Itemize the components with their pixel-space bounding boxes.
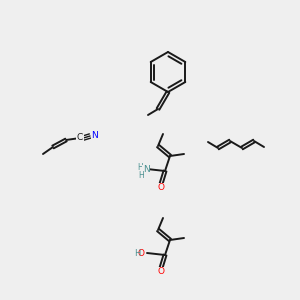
Text: O: O xyxy=(138,248,145,257)
Text: C: C xyxy=(77,134,83,142)
Text: N: N xyxy=(92,131,98,140)
Text: N: N xyxy=(142,166,149,175)
Text: H: H xyxy=(137,164,143,172)
Text: O: O xyxy=(158,184,164,193)
Text: H: H xyxy=(134,250,140,259)
Text: O: O xyxy=(158,268,164,277)
Text: H: H xyxy=(138,170,144,179)
